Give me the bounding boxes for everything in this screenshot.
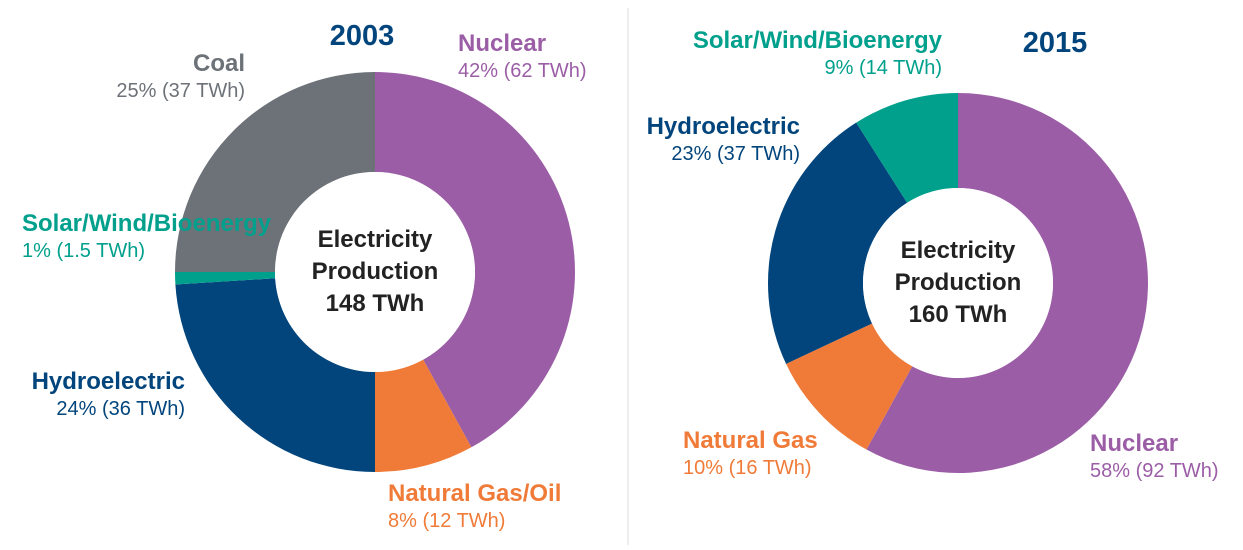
donut-segment <box>175 272 276 285</box>
center-text: Electricity Production 160 TWh <box>873 235 1043 331</box>
center-label: Electricity Production <box>311 226 439 285</box>
donut-segment <box>375 72 575 448</box>
segment-value: 23% (37 TWh) <box>671 143 800 165</box>
segment-label: Hydroelectric 23% (37 TWh) <box>647 113 800 167</box>
donut-segment <box>786 323 913 450</box>
segment-value: 24% (36 TWh) <box>56 398 185 420</box>
segment-label: Natural Gas/Oil 8% (12 TWh) <box>388 480 561 534</box>
center-text: Electricity Production 148 TWh <box>290 224 460 320</box>
segment-value: 42% (62 TWh) <box>458 60 587 82</box>
segment-label: Solar/Wind/Bioenergy 9% (14 TWh) <box>693 27 942 81</box>
segment-name: Coal <box>192 50 245 77</box>
chart-title: 2003 <box>329 20 395 52</box>
segment-name: Solar/Wind/Bioenergy <box>22 210 272 237</box>
segment-label: Natural Gas 10% (16 TWh) <box>683 427 818 481</box>
donut-segment <box>866 93 1148 474</box>
donut-hole <box>863 188 1053 378</box>
segment-value: 1% (1.5 TWh) <box>22 240 145 262</box>
chart-title: 2015 <box>1022 27 1088 59</box>
segment-label: Nuclear 42% (62 TWh) <box>458 30 587 84</box>
segment-value: 8% (12 TWh) <box>388 510 506 532</box>
center-total: 148 TWh <box>325 290 425 317</box>
segment-label: Nuclear 58% (92 TWh) <box>1090 430 1219 484</box>
donut-segment <box>856 93 958 203</box>
segment-name: Hydroelectric <box>646 113 800 140</box>
segment-value: 9% (14 TWh) <box>824 57 942 79</box>
segment-name: Solar/Wind/Bioenergy <box>692 27 942 54</box>
center-total: 160 TWh <box>908 301 1008 328</box>
donut-segment <box>375 359 472 472</box>
segment-name: Nuclear <box>458 30 547 57</box>
segment-name: Natural Gas/Oil <box>388 480 562 507</box>
segment-value: 25% (37 TWh) <box>116 80 245 102</box>
segment-name: Hydroelectric <box>31 368 185 395</box>
donut-segment <box>768 122 908 364</box>
segment-label: Hydroelectric 24% (36 TWh) <box>32 368 185 422</box>
center-label: Electricity Production <box>894 237 1022 296</box>
donut-segment <box>175 278 375 472</box>
segment-value: 58% (92 TWh) <box>1090 460 1219 482</box>
segment-value: 10% (16 TWh) <box>683 457 812 479</box>
donut-hole <box>275 172 475 372</box>
segment-label: Solar/Wind/Bioenergy 1% (1.5 TWh) <box>22 210 272 264</box>
segment-name: Natural Gas <box>683 427 818 454</box>
donut-segment <box>175 72 375 272</box>
segment-name: Nuclear <box>1090 430 1179 457</box>
segment-label: Coal 25% (37 TWh) <box>116 50 245 104</box>
